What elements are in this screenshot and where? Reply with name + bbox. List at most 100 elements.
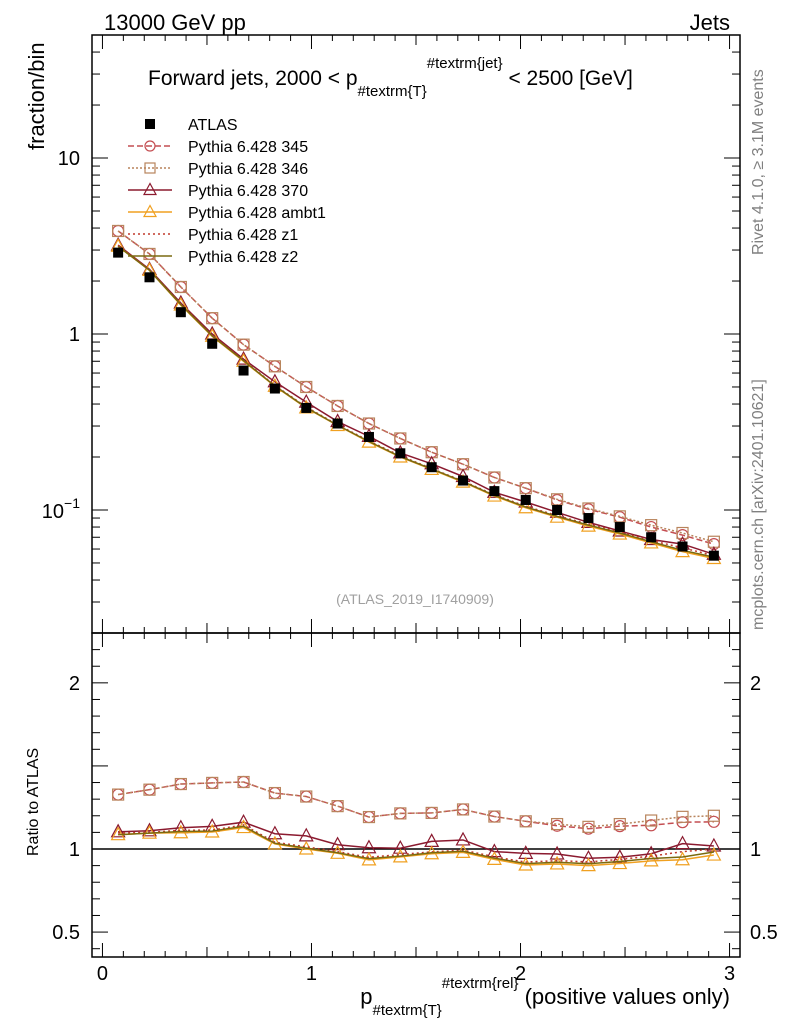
ratio-axis-ticks: 0 1 2 3 2 2 1 1 0.5 0.5 [52,633,778,985]
series-4-line [117,244,715,557]
atlas-data-point [646,532,657,543]
atlas-data-point [583,513,594,524]
analysis-id: (ATLAS_2019_I1740909) [336,591,494,607]
y-tick-label: 10 [58,148,80,170]
series-1-ratio-point [143,783,156,796]
y-axis-label: fraction/bin [24,42,49,150]
series-2-ratio-point [392,839,408,854]
series-1-ratio-point [394,807,407,820]
legend-marker-series-0 [144,140,156,152]
atlas-data-point [708,550,719,561]
chart-title-pre: Forward jets, 2000 < p [148,67,358,90]
ratio-tick-label-left: 2 [69,673,80,695]
ratio-tick-label-right: 0.5 [750,922,778,944]
series-2-ratio-point [486,843,502,858]
series-0-ratio-point [331,800,344,813]
rivet-label: Rivet 4.1.0, ≥ 3.1M events [750,69,767,255]
atlas-data-point [113,247,124,258]
ratio-panel-frame [91,632,741,958]
series-1-ratio-point [676,810,689,823]
series-0-line [117,230,715,545]
series-2-ratio-point [267,825,283,840]
series-1-point [519,482,532,495]
mcplots-label: mcplots.cern.ch [arXiv:2401.10621] [750,379,767,630]
atlas-data-point [677,541,688,552]
series-1-ratio-point [488,810,501,823]
series-1-ratio-point [268,786,282,800]
main-axis-ticks: 10 1 10−1 [42,34,740,634]
atlas-data-point [332,418,343,429]
chart-title-sub: #textrm{T} [358,83,427,100]
series-2-ratio-point [424,833,440,848]
series-1-point [268,360,282,373]
ratio-y-axis-label: Ratio to ATLAS [25,748,42,856]
series-3-point [580,517,596,532]
atlas-data-point [363,431,374,442]
series-3-point [518,499,534,514]
legend-marker-series-3 [142,204,158,218]
legend: ATLAS Pythia 6.428 345 Pythia 6.428 346 Pyt… [128,117,326,266]
series-3-ratio-point [643,852,659,867]
series-1-ratio-point [456,803,470,816]
series-1-ratio-point [707,809,720,822]
atlas-data-point [520,494,531,505]
legend-label-series-4: Pythia 6.428 z1 [188,227,298,244]
series-1-ratio-point [613,817,626,831]
series-3-ratio-point [675,851,691,866]
series-1-point [676,526,689,540]
series-5-ratio-line [118,825,714,865]
series-1-ratio-point [550,817,564,831]
atlas-data-point [207,338,218,349]
series-1-point [237,338,250,351]
ratio-tick-label-left: 0.5 [52,922,80,944]
legend-marker-series-1 [144,162,156,174]
x-tick-label: 3 [724,963,735,985]
series-1-point [143,247,156,261]
series-2-line [117,244,715,556]
series-3-ratio-point [612,855,628,870]
series-3-ratio-point [706,846,722,861]
chart-title-sup: #textrm{jet} [427,55,503,72]
series-1-ratio-point [112,788,125,801]
series-1-ratio-point [362,810,376,824]
series-2-ratio-line [118,821,714,859]
series-3-ratio-point [110,826,126,841]
y-tick-label-base: 10 [42,501,64,523]
series-1-ratio-point [237,775,250,789]
legend-label-atlas: ATLAS [188,117,238,134]
atlas-data-point [395,448,406,459]
series-1-ratio-point [206,776,219,790]
series-2-ratio-point [110,823,126,838]
legend-label-series-2: Pythia 6.428 370 [188,183,308,200]
legend-label-series-0: Pythia 6.428 345 [188,139,308,156]
ratio-series-layer [92,775,740,872]
atlas-data-point [458,475,469,486]
x-tick-label: 0 [97,963,108,985]
series-3-ratio-line [118,826,714,867]
atlas-data-point [552,504,563,515]
x-axis-label: p#textrm{T}#textrm{rel} (positive values… [360,975,730,1019]
x-axis-label-post: (positive values only) [518,984,730,1009]
y-tick-label: 10−1 [42,495,80,523]
legend-label-series-3: Pythia 6.428 ambt1 [188,205,326,222]
ratio-tick-label-right: 1 [750,839,761,861]
legend-label-series-1: Pythia 6.428 346 [188,161,308,178]
series-2-ratio-point [455,831,471,846]
series-1-ratio-point [174,777,187,791]
y-tick-label: 1 [69,324,80,346]
series-1-point [707,535,720,548]
series-2-ratio-point [141,822,157,837]
ratio-tick-label-right: 2 [750,673,761,695]
series-1-ratio-point [519,815,532,828]
series-3-ratio-point [580,857,596,872]
atlas-data-point [489,486,500,497]
series-1-line [117,230,715,543]
series-1-ratio-point [582,820,595,833]
series-5-line [117,245,715,558]
series-3-ratio-point [141,824,157,839]
series-1-point [613,510,626,523]
header-left: 13000 GeV pp [104,10,246,35]
header-right: Jets [690,10,730,35]
series-1-point [488,471,501,484]
